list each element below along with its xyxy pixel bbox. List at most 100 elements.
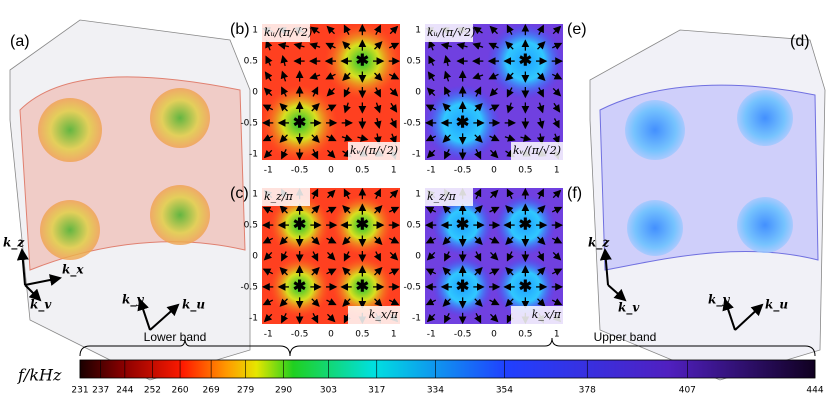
map-arrow [327,149,336,159]
map-arrow [489,88,498,97]
colorbar-tick-label: 378 [579,386,596,396]
map-arrow [388,268,400,276]
band-label: Upper band [594,330,657,344]
x-tick-label: 0.5 [518,330,532,340]
y-tick-label: 0 [415,252,421,262]
cube-left [9,19,251,381]
y-tick-label: -1 [249,313,258,323]
map-arrow [325,42,336,50]
map-star: ✱ [356,276,369,295]
map-arrow [442,236,451,246]
map-arrow [490,189,499,199]
map-arrow [374,41,383,50]
y-axis-label: kᵤ/(π/√2) [427,26,475,39]
map-star: ✱ [293,215,306,234]
colorbar-tick-label: 290 [275,386,292,396]
map-arrow [474,149,482,160]
y-tick-label: 0.5 [407,57,421,67]
colorbar-unit: f/kHz [17,366,62,385]
label-bg [425,24,473,42]
map-panel: ✱ ✱ -1 1 -0.5 0.5 0 0 0.5 -0.5 1 -1 kᵤ/(π/√2) kᵥ/(π/√… [403,21,586,175]
map-arrow [311,86,319,97]
map-arrow [440,42,452,50]
map-star: ✱ [356,51,369,70]
map-arrow [536,102,545,114]
panel-label: (f) [567,185,582,202]
map-arrow [342,72,351,82]
y-tick-label: 1 [415,26,421,36]
map-arrow [537,41,546,50]
map-arrow [506,87,514,98]
map-arrow [309,42,321,50]
map-arrow [536,251,544,262]
label-bg [262,24,310,42]
map-arrow [505,298,514,307]
colorbar-tick-label: 279 [237,386,254,396]
map-arrow [389,118,397,129]
map-arrow [343,102,351,114]
label-bg [348,142,400,160]
map-arrow [552,102,561,113]
map-arrow [537,298,546,307]
panel-label: (c) [230,185,249,202]
map-arrow [427,71,436,82]
map-arrow [442,134,451,143]
x-tick-label: 0 [328,330,334,340]
map-arrow [489,268,500,276]
map-arrow [373,188,381,199]
map-star: ✱ [356,215,369,234]
y-tick-label: 0 [252,88,258,98]
map-arrow [326,104,337,112]
colorbar-tick-label: 260 [171,386,188,396]
map-arrow [373,87,381,98]
map-arrow [426,149,436,159]
x-tick-label: 0 [491,330,497,340]
map-arrow [262,206,274,214]
map-arrow [279,102,288,112]
map-arrow [311,251,319,262]
y-tick-label: -1 [412,313,421,323]
map-arrow [374,205,383,214]
map-arrow [311,188,319,199]
map-star: ✱ [293,112,306,131]
map-arrow [536,117,545,130]
map-arrow [374,72,383,82]
map-arrow [442,205,451,214]
y-tick-label: 0.5 [244,221,258,231]
map-arrow [536,24,544,35]
y-tick-label: -1 [412,149,421,159]
map-arrow [279,134,288,143]
map-arrow [474,205,483,214]
map-arrow [428,39,436,51]
label-bg [425,188,473,206]
map-arrow [536,188,544,199]
map-arrow [277,42,289,50]
map-arrow [444,313,452,324]
map-arrow [425,236,437,244]
map-arrow [505,205,514,214]
brace [79,337,291,357]
map-arrow [341,134,353,142]
y-tick-label: 1 [252,26,258,36]
map-arrow [293,42,305,50]
map-arrow [281,251,289,262]
x-tick-label: 0.5 [355,166,369,176]
map-arrow [311,313,319,324]
y-tick-label: -0.5 [240,282,258,292]
colorbar-tick-label: 317 [368,386,385,396]
label-bg [262,188,310,206]
map-star: ✱ [456,112,469,131]
map-arrow [263,87,273,96]
map-arrow [537,266,546,276]
axis-label: k_u [765,298,788,313]
map-arrow [373,133,382,145]
map-arrow [311,298,320,307]
axis-label: k_v [618,301,640,316]
panel-label: (b) [230,21,250,38]
map-arrow [425,206,437,214]
map-arrow [552,252,562,261]
map-arrow [505,41,514,50]
colorbar-tick-label: 334 [427,386,444,396]
map-arrow [425,298,437,306]
map-arrow [265,55,273,66]
